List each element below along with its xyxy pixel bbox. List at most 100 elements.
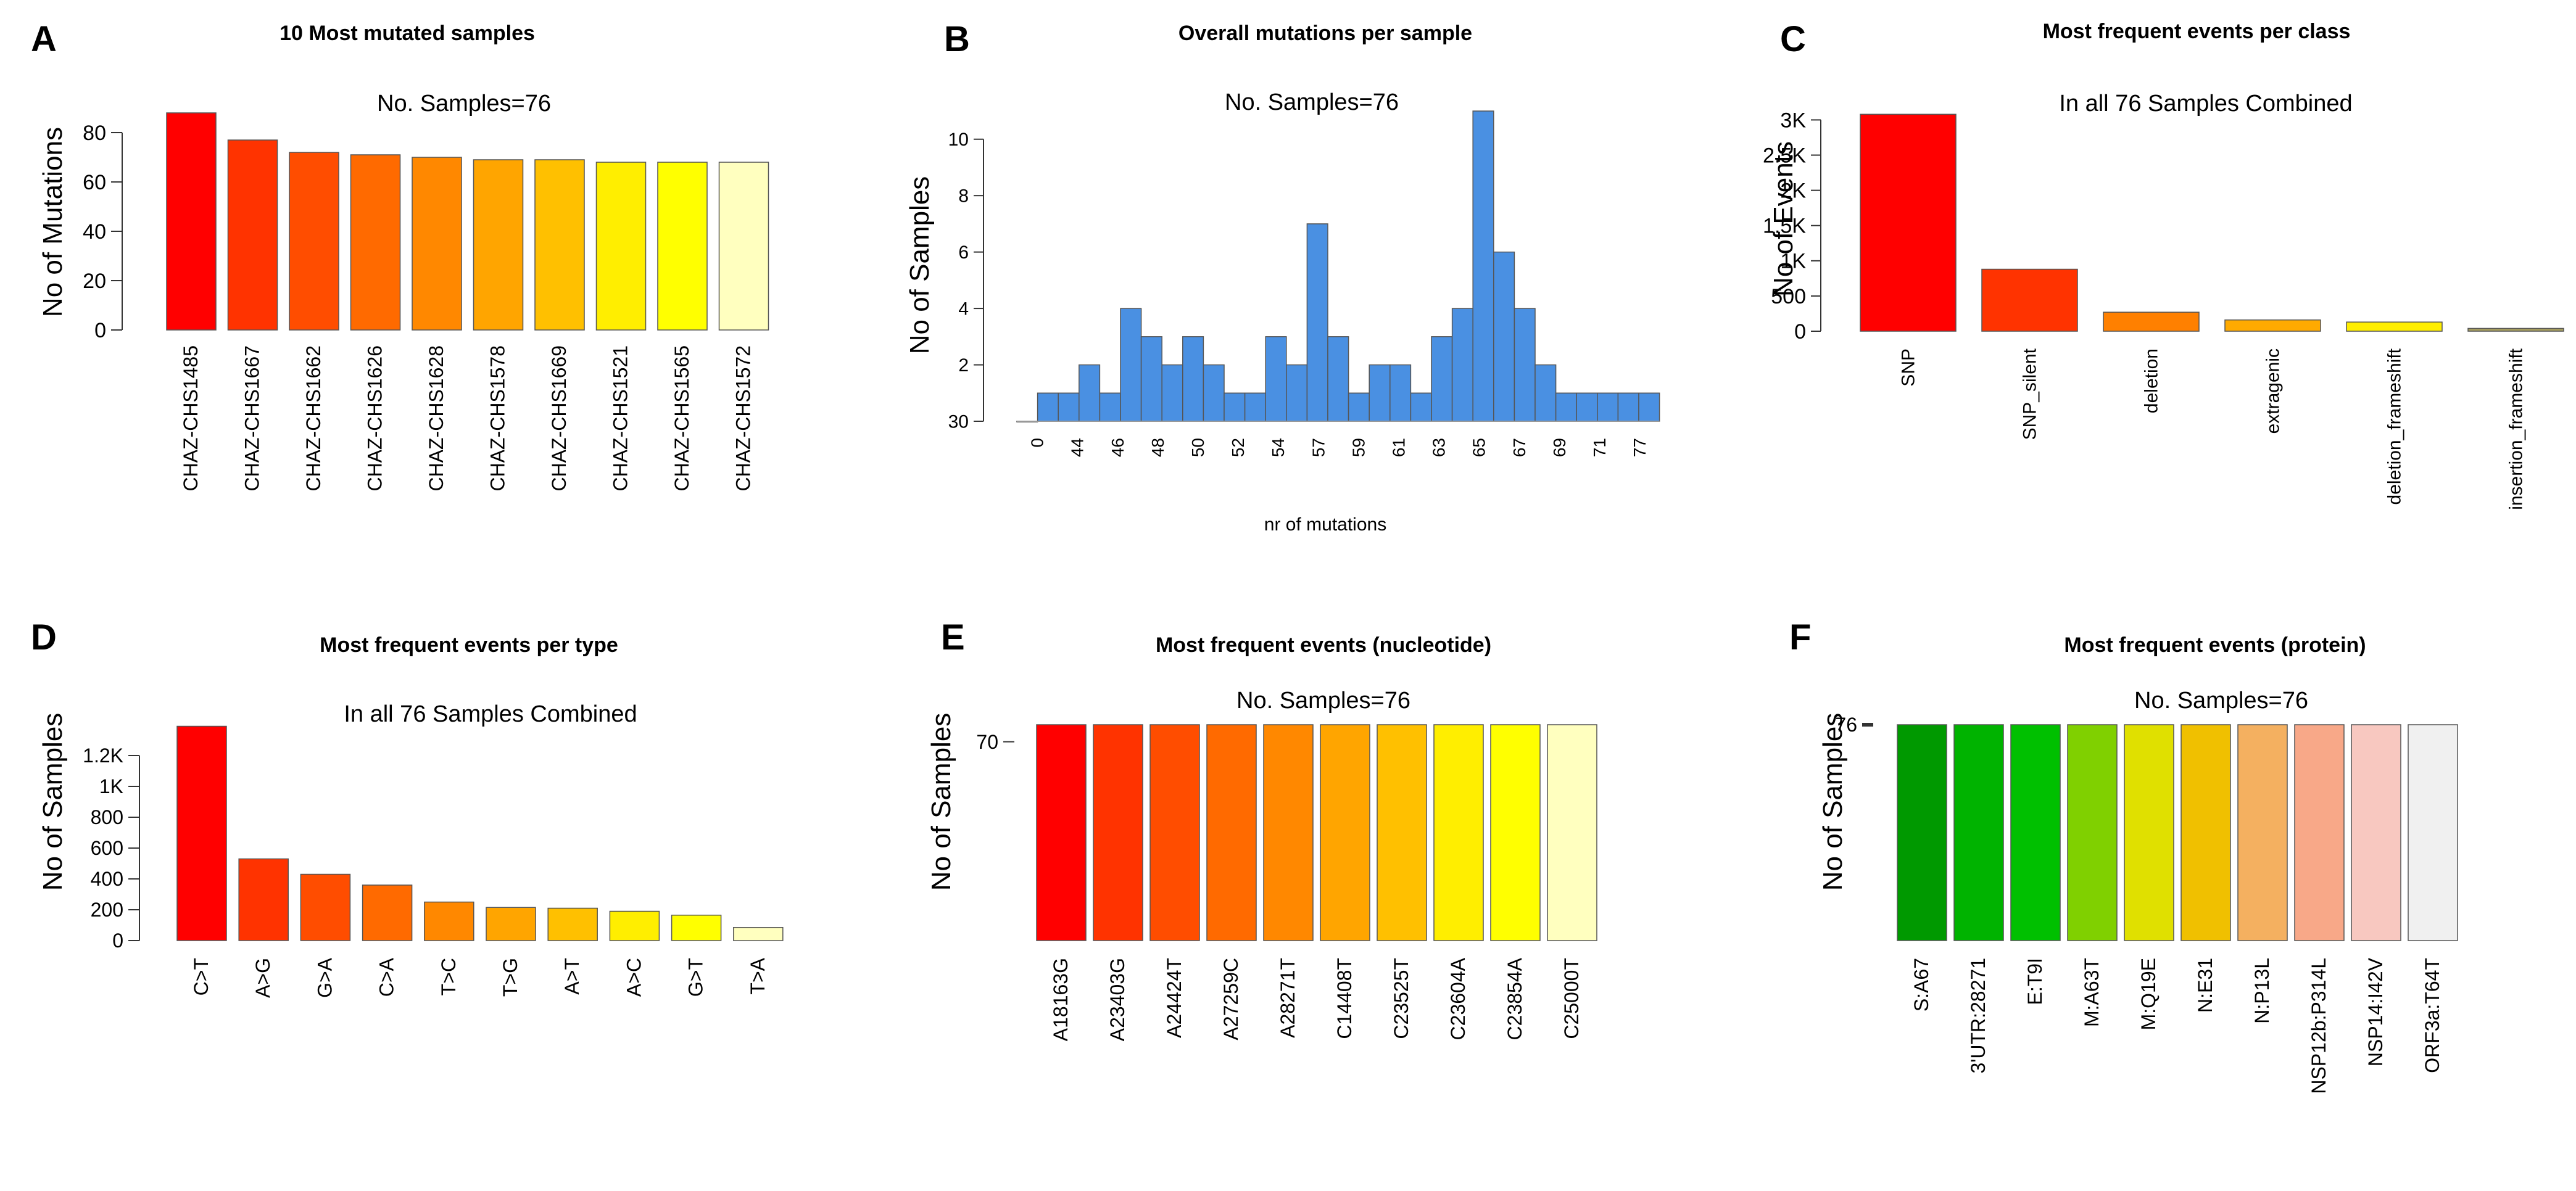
x-category-label: M:Q19E (2137, 958, 2160, 1030)
y-tick-label: 800 (91, 806, 123, 828)
y-axis-label: No of Samples (905, 176, 935, 355)
y-tick-label: 40 (83, 220, 106, 244)
y-tick-label: 70 (976, 731, 998, 753)
bar-extragenic (2224, 319, 2321, 332)
y-axis-label: No of Samples (1818, 713, 1848, 891)
y-tick-label: 0 (94, 319, 106, 342)
bar-t-g (486, 907, 536, 941)
bar-n-p13l (2237, 724, 2288, 941)
chart-title: Overall mutations per sample (1178, 22, 1472, 45)
y-tick-label: 2.5K (1763, 144, 1806, 167)
y-tick-label: 2 (958, 355, 969, 376)
x-tick-label: 71 (1590, 438, 1609, 457)
bar-n-e31 (2180, 724, 2231, 941)
x-category-label: CHAZ-CHS1521 (610, 345, 632, 492)
bar-c-a (362, 884, 413, 941)
x-category-label: N:E31 (2194, 958, 2216, 1013)
y-axis-label: No of Samples (38, 713, 68, 891)
x-category-label: CHAZ-CHS1662 (302, 345, 325, 492)
panel-letter-d: D (31, 617, 57, 657)
x-category-label: C23525T (1390, 958, 1412, 1039)
y-tick-label: 200 (91, 899, 123, 921)
bar-deletion (2103, 311, 2200, 332)
bar-c-t (176, 725, 227, 941)
bar-61 (1369, 364, 1391, 422)
bar-57 (1286, 364, 1308, 422)
bar-nsp14-i42v (2351, 724, 2401, 941)
bar-66 (1472, 110, 1494, 422)
bar-chaz-chs1626 (350, 154, 401, 331)
bar-chaz-chs1628 (412, 157, 462, 331)
bar-67 (1493, 251, 1515, 422)
bar-55 (1265, 336, 1287, 422)
x-category-label: deletion_frameshift (2385, 348, 2405, 505)
x-category-label: G>A (313, 957, 336, 998)
x-category-label: T>A (747, 957, 769, 994)
x-category-label: 3'UTR:28271 (1967, 958, 1989, 1074)
x-category-label: A>T (561, 958, 583, 995)
x-category-label: N:P13L (2251, 958, 2273, 1024)
bar-c23854a (1490, 724, 1541, 941)
bar-a27259c (1206, 724, 1257, 941)
x-category-label: A23403G (1106, 958, 1129, 1041)
x-category-label: T>C (437, 958, 460, 995)
y-tick-label: 76 (1835, 714, 1857, 736)
y-tick-label: 2K (1780, 179, 1806, 203)
x-category-label: A>G (252, 958, 274, 998)
chart-panel-d: Most frequent events per type In all 76 S… (38, 633, 784, 998)
y-tick-label: 0 (112, 929, 123, 952)
x-category-label: extragenic (2263, 348, 2284, 434)
chart-title: Most frequent events per class (2043, 20, 2351, 43)
x-category-label: CHAZ-CHS1626 (364, 345, 386, 492)
x-category-label: C14408T (1333, 958, 1356, 1039)
chart-title: Most frequent events (protein) (2064, 633, 2366, 657)
x-tick-label: 57 (1309, 438, 1328, 457)
bar-c25000t (1547, 724, 1597, 941)
bar-65 (1451, 308, 1473, 422)
bar-s-a67 (1897, 724, 1947, 941)
x-category-label: CHAZ-CHS1578 (487, 345, 509, 492)
x-tick-label: 48 (1148, 438, 1167, 457)
chart-title: Most frequent events (nucleotide) (1156, 633, 1491, 657)
bar-m-q19e (2124, 724, 2174, 941)
x-tick-label: 44 (1068, 438, 1087, 457)
y-tick-label: 0 (1794, 320, 1806, 344)
bar-m-a63t (2067, 724, 2118, 941)
bar-72 (1597, 392, 1619, 422)
chart-subtitle: In all 76 Samples Combined (344, 701, 637, 727)
panel-letter-c: C (1780, 19, 1806, 59)
x-category-label: C23604A (1447, 957, 1469, 1040)
x-tick-label: 69 (1550, 438, 1569, 457)
bar-g-t (671, 915, 722, 941)
x-tick-label: 46 (1108, 438, 1127, 457)
x-tick-label: 52 (1228, 438, 1248, 457)
bar-45 (1079, 364, 1101, 422)
y-tick-label: 6 (958, 242, 969, 263)
panel-letter-a: A (31, 19, 57, 59)
bar-70 (1555, 392, 1577, 422)
x-tick-label: 0 (1028, 438, 1047, 448)
y-tick-label: 1K (1780, 250, 1806, 273)
y-tick-label: 400 (91, 868, 123, 890)
y-tick-label: 600 (91, 837, 123, 859)
y-axis-label: No of Samples (926, 713, 956, 891)
x-category-label: C23854A (1504, 957, 1526, 1040)
panel-letter-f: F (1789, 617, 1812, 657)
x-category-label: T>G (499, 958, 521, 997)
chart-panel-f: Most frequent events (protein) No. Sample… (1818, 633, 2458, 1094)
bar-59 (1327, 336, 1349, 422)
bar-52 (1224, 392, 1246, 422)
x-category-label: C>A (376, 957, 398, 997)
bar-69 (1534, 364, 1557, 422)
x-category-label: G>T (685, 958, 707, 997)
bar-48 (1140, 336, 1162, 422)
x-category-label: deletion (2142, 348, 2162, 413)
chart-title: 10 Most mutated samples (280, 22, 535, 45)
bar-chaz-chs1485 (166, 112, 217, 331)
x-category-label: insertion_frameshift (2506, 348, 2527, 509)
bar-58 (1306, 223, 1328, 422)
chart-panel-c: Most frequent events per class In all 76 … (1763, 20, 2564, 510)
bar-insertion-frameshift (2467, 328, 2564, 332)
